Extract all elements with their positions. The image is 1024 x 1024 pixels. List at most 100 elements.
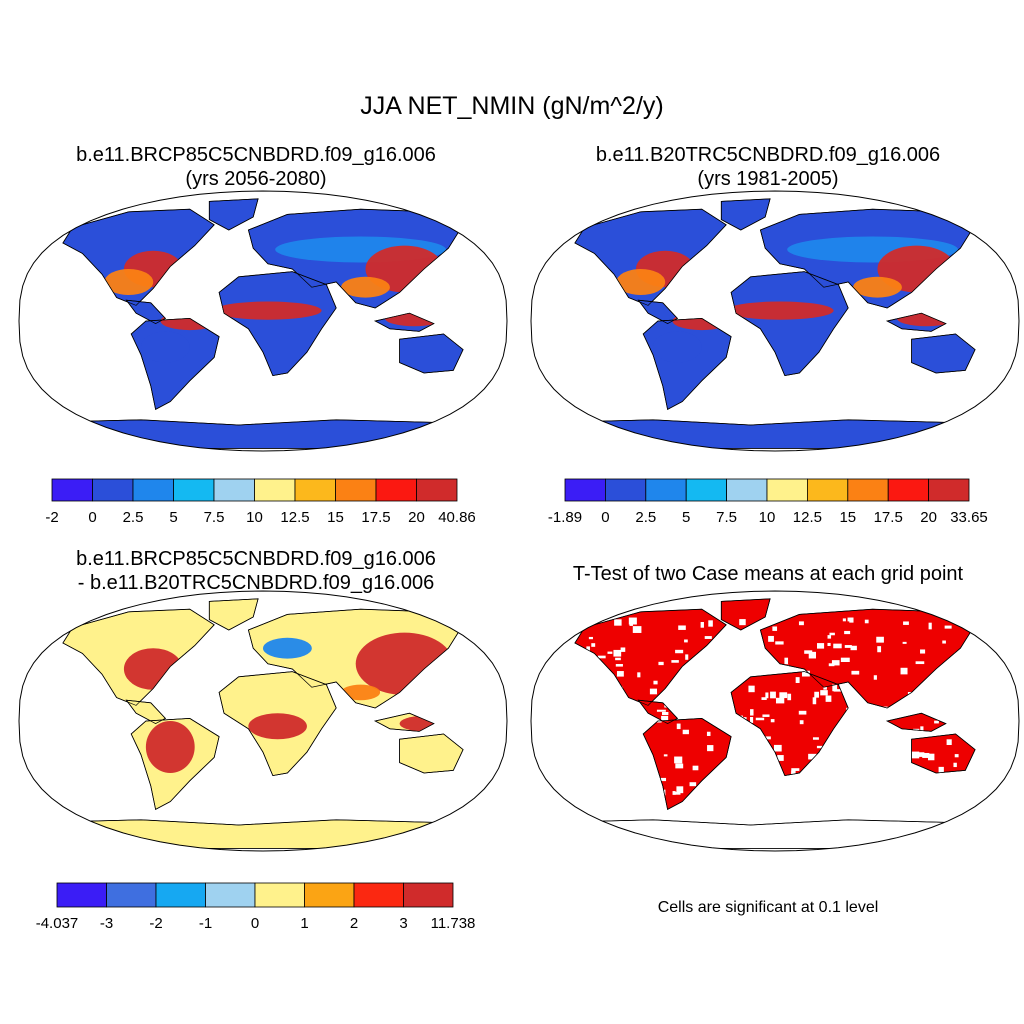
nonsignificant-cell — [986, 701, 989, 707]
colorbar-swatch — [645, 478, 687, 502]
colorbar-tick-label: -2 — [45, 509, 58, 526]
nonsignificant-cell — [586, 646, 590, 652]
nonsignificant-cell — [938, 766, 944, 773]
colorbar-swatch — [132, 478, 174, 502]
nonsignificant-cell — [934, 720, 939, 724]
nonsignificant-cell — [759, 662, 768, 667]
nonsignificant-cell — [758, 645, 765, 650]
nonsignificant-cell — [775, 697, 785, 704]
nonsignificant-cell — [773, 744, 782, 752]
coastline-eurasia — [759, 208, 976, 309]
value-patch — [341, 276, 390, 298]
nonsignificant-cell — [676, 681, 682, 684]
coastline-seAsia — [886, 712, 947, 732]
nonsignificant-cell — [944, 789, 951, 797]
colorbar-swatch — [564, 478, 606, 502]
colorbar-tick-label: 5 — [169, 509, 177, 526]
nonsignificant-cell — [791, 770, 796, 776]
nonsignificant-cell — [637, 772, 644, 778]
nonsignificant-cell — [820, 690, 828, 696]
colorbar-tick-label: 15 — [839, 509, 856, 526]
nonsignificant-cell — [672, 791, 676, 795]
value-patch — [653, 331, 702, 363]
nonsignificant-cell — [814, 691, 819, 698]
nonsignificant-cell — [972, 754, 976, 759]
nonsignificant-cell — [588, 636, 593, 640]
coastline-southAmerica — [130, 318, 220, 410]
nonsignificant-cell — [812, 737, 819, 740]
nonsignificant-cell — [566, 680, 572, 684]
nonsignificant-cell — [555, 706, 561, 708]
nonsignificant-cell — [750, 709, 754, 716]
nonsignificant-cell — [842, 618, 846, 622]
nonsignificant-cell — [628, 617, 637, 625]
colorbar-swatch — [155, 882, 206, 908]
colorbar-tick-label: 17.5 — [874, 509, 903, 526]
nonsignificant-cell — [772, 626, 778, 631]
nonsignificant-cell — [743, 744, 752, 747]
nonsignificant-cell — [787, 693, 792, 701]
colorbar-tick-label: 12.5 — [793, 509, 822, 526]
colorbar-swatch — [56, 882, 107, 908]
nonsignificant-cell — [602, 707, 608, 711]
nonsignificant-cell — [699, 709, 703, 715]
continent-australia — [911, 333, 976, 374]
coastline-africa — [730, 271, 849, 376]
map-frame — [18, 190, 508, 452]
nonsignificant-cell — [946, 739, 952, 746]
nonsignificant-cell — [962, 773, 970, 779]
nonsignificant-cell — [630, 761, 637, 767]
map-frame — [530, 590, 1020, 852]
nonsignificant-cell — [608, 697, 618, 701]
nonsignificant-cell — [833, 643, 842, 649]
nonsignificant-cell — [704, 636, 712, 639]
nonsignificant-cell — [755, 717, 765, 721]
nonsignificant-cell — [864, 714, 869, 721]
nonsignificant-cell — [748, 630, 758, 636]
value-patch — [385, 310, 444, 327]
panel-title-future-line1: b.e11.BRCP85C5CNBDRD.f09_g16.006 — [76, 144, 436, 166]
coastline-africa — [730, 671, 849, 776]
nonsignificant-cell — [812, 697, 817, 705]
colorbar-swatch — [304, 882, 355, 908]
value-patch — [104, 269, 154, 295]
colorbar-swatch — [685, 478, 728, 502]
continent-greenland — [208, 198, 259, 231]
nonsignificant-cell — [840, 657, 850, 662]
nonsignificant-cell — [847, 617, 854, 622]
nonsignificant-cell — [611, 749, 620, 752]
nonsignificant-cell — [904, 743, 909, 749]
nonsignificant-cell — [931, 708, 940, 714]
nonsignificant-cell — [564, 673, 571, 675]
nonsignificant-cell — [676, 723, 681, 730]
nonsignificant-cell — [687, 687, 697, 693]
panel-title-difference: b.e11.BRCP85C5CNBDRD.f09_g16.006 - b.e11… — [6, 547, 506, 595]
coastline-centralAmerica — [125, 299, 166, 324]
nonsignificant-cell — [756, 793, 766, 798]
panel-title-difference-line2: - b.e11.B20TRC5CNBDRD.f09_g16.006 — [77, 572, 435, 594]
nonsignificant-cell — [744, 629, 748, 636]
nonsignificant-cell — [706, 731, 711, 736]
nonsignificant-cell — [961, 690, 970, 695]
coastline-southAmerica — [642, 718, 732, 810]
coastline-eurasia — [247, 608, 464, 709]
nonsignificant-cell — [918, 752, 925, 757]
coastline-northAmerica — [574, 208, 727, 306]
colorbar-tick-label: -1 — [199, 915, 212, 932]
nonsignificant-cell — [980, 762, 989, 765]
nonsignificant-cell — [613, 649, 622, 657]
nonsignificant-cell — [689, 782, 697, 787]
nonsignificant-cell — [928, 778, 937, 785]
nonsignificant-cell — [663, 754, 668, 757]
nonsignificant-cell — [607, 770, 616, 777]
continent-australia — [399, 333, 464, 374]
nonsignificant-cell — [574, 719, 576, 726]
nonsignificant-cell — [832, 684, 838, 692]
colorbar-tick-label: 0 — [88, 509, 96, 526]
colorbar-tick-label: 11.738 — [431, 915, 476, 932]
colorbar-swatch — [766, 478, 808, 502]
colorbar-tick-label: 17.5 — [361, 509, 390, 526]
nonsignificant-cell — [827, 642, 831, 647]
nonsignificant-cell — [902, 641, 907, 644]
nonsignificant-cell — [610, 761, 619, 765]
